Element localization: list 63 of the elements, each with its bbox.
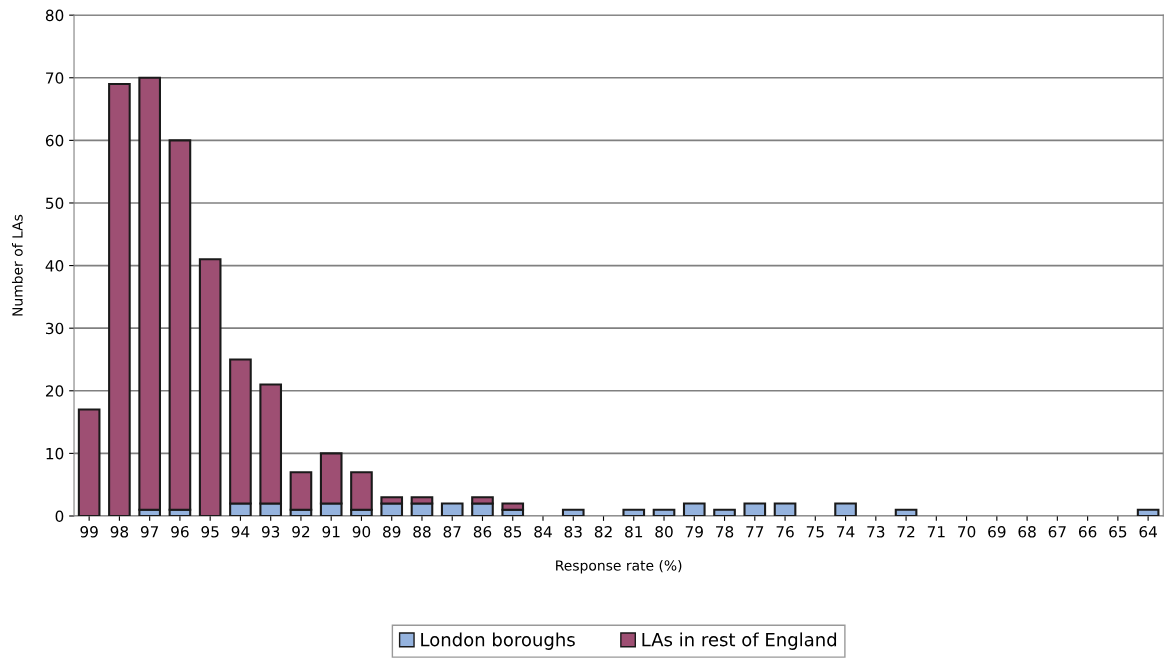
bar <box>1136 508 1160 516</box>
x-tick-label: 90 <box>352 525 371 538</box>
bar <box>894 508 918 516</box>
bar <box>652 508 676 516</box>
y-tick-label: 60 <box>45 134 64 147</box>
bar <box>834 502 857 516</box>
bar <box>198 258 222 516</box>
y-tick-label: 10 <box>46 447 64 460</box>
bar <box>561 508 585 516</box>
bar <box>713 508 736 516</box>
x-tick-label: 97 <box>140 525 159 538</box>
y-tick-label: 0 <box>55 510 64 523</box>
x-tick-label: 85 <box>504 525 522 538</box>
x-tick-label: 92 <box>292 525 310 538</box>
x-tick-label: 88 <box>413 525 431 538</box>
x-tick-label: 65 <box>1109 525 1127 538</box>
x-tick-label: 96 <box>171 525 189 538</box>
x-tick-label: 82 <box>594 525 612 538</box>
x-tick-label: 67 <box>1048 525 1066 538</box>
x-tick-label: 75 <box>806 526 824 538</box>
x-tick-label: 78 <box>716 525 734 538</box>
x-tick-label: 64 <box>1139 525 1157 538</box>
y-tick-label: 70 <box>46 72 64 84</box>
y-axis-title: Number of LAs <box>11 214 23 316</box>
x-tick-label: 98 <box>110 525 129 538</box>
bar <box>622 508 646 516</box>
x-tick-label: 70 <box>958 525 976 538</box>
x-tick-label: 66 <box>1078 525 1097 538</box>
x-tick-label: 87 <box>443 525 461 538</box>
x-tick-label: 71 <box>927 526 945 538</box>
y-tick-label: 80 <box>45 9 64 22</box>
x-tick-label: 77 <box>746 526 764 538</box>
x-tick-label: 72 <box>897 525 915 538</box>
x-tick-label: 76 <box>776 525 794 538</box>
x-tick-label: 99 <box>80 525 98 538</box>
x-tick-label: 91 <box>322 525 340 538</box>
bar <box>743 502 767 516</box>
x-tick-label: 74 <box>837 526 855 538</box>
y-tick-label: 40 <box>45 260 64 272</box>
legend-label: LAs in rest of England <box>642 632 837 650</box>
x-tick-label: 93 <box>261 525 280 538</box>
y-tick-label: 50 <box>46 197 64 209</box>
bar <box>440 502 464 516</box>
y-tick-label: 20 <box>45 385 64 397</box>
x-tick-label: 95 <box>201 525 219 538</box>
legend-label: London boroughs <box>421 632 575 650</box>
y-tick-label: 30 <box>46 322 64 335</box>
bar <box>773 502 797 516</box>
x-tick-label: 69 <box>988 525 1006 538</box>
bar <box>108 82 131 516</box>
x-tick-label: 79 <box>685 525 703 538</box>
x-tick-label: 94 <box>231 525 250 538</box>
x-tick-label: 89 <box>383 525 401 538</box>
bar <box>77 408 101 516</box>
x-axis-title: Response rate (%) <box>556 559 682 574</box>
x-tick-label: 80 <box>655 525 673 538</box>
x-tick-label: 68 <box>1018 525 1036 538</box>
x-tick-label: 81 <box>625 525 643 538</box>
bar <box>682 502 706 516</box>
x-tick-label: 84 <box>534 525 552 538</box>
x-tick-label: 73 <box>867 525 885 538</box>
x-tick-label: 83 <box>564 525 582 538</box>
x-tick-label: 86 <box>473 525 492 538</box>
